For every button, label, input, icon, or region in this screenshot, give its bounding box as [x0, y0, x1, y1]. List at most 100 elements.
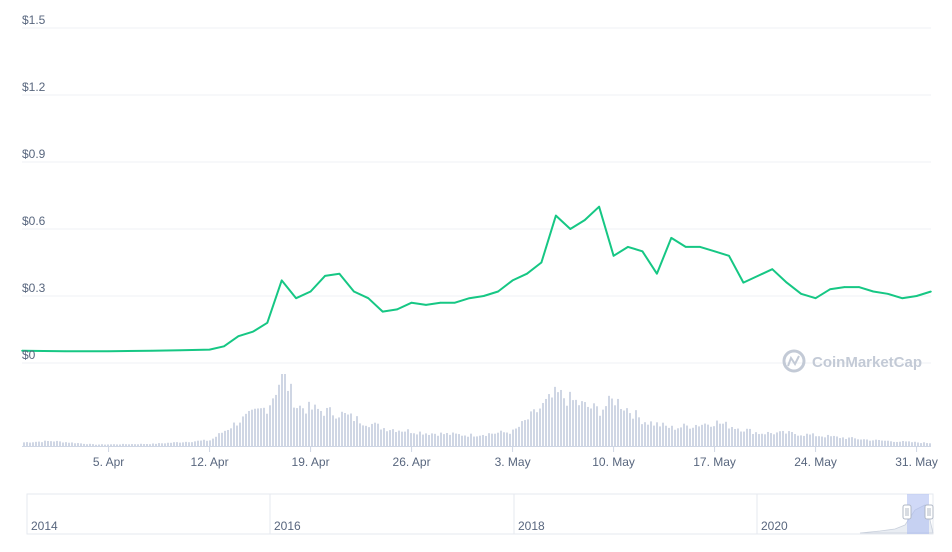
navigator-right-handle[interactable] — [924, 504, 934, 520]
volume-bar — [296, 408, 298, 446]
volume-bar — [71, 442, 73, 446]
volume-bar — [665, 425, 667, 446]
x-tick-label: 19. Apr — [292, 455, 330, 469]
navigator-label: 2020 — [761, 519, 788, 533]
navigator-left-handle[interactable] — [902, 504, 912, 520]
volume-bar — [305, 413, 307, 446]
volume-bar — [740, 431, 742, 446]
volume-bar — [782, 430, 784, 446]
volume-bar — [83, 443, 85, 446]
volume-bar — [221, 432, 223, 446]
volume-bar — [890, 441, 892, 446]
navigator-track[interactable] — [26, 493, 934, 535]
price-point — [266, 322, 269, 324]
price-point — [886, 292, 889, 295]
volume-bar — [806, 433, 808, 446]
volume-bar — [335, 418, 337, 446]
volume-bar — [719, 423, 721, 446]
volume-bar — [449, 434, 451, 446]
volume-bar — [269, 405, 271, 446]
volume-bar — [872, 440, 874, 446]
volume-bar — [362, 425, 364, 446]
volume-bar — [734, 428, 736, 446]
volume-bar — [818, 436, 820, 446]
volume-bar — [389, 430, 391, 446]
volume-bar — [152, 443, 154, 446]
price-point — [439, 301, 442, 304]
volume-bar — [278, 384, 280, 446]
volume-bar — [407, 429, 409, 446]
volume-bar — [791, 432, 793, 446]
watermark: CoinMarketCap — [782, 349, 922, 373]
volume-bar — [683, 423, 685, 446]
price-point — [208, 348, 211, 351]
volume-bar — [656, 422, 658, 446]
price-point — [223, 345, 225, 348]
volume-bar — [245, 413, 247, 446]
volume-bar — [233, 422, 235, 446]
price-point — [252, 330, 254, 333]
volume-bar — [353, 421, 355, 446]
volume-bar — [926, 443, 928, 446]
volume-bar — [836, 436, 838, 446]
volume-bar — [695, 424, 697, 446]
volume-bar — [749, 428, 751, 446]
volume-bar — [647, 424, 649, 446]
price-point — [901, 297, 903, 300]
volume-bar — [563, 398, 565, 446]
navigator-label: 2018 — [518, 519, 545, 533]
volume-bar — [878, 439, 880, 446]
volume-bar — [764, 434, 766, 446]
volume-bar — [617, 398, 619, 446]
y-tick-label: $0.6 — [22, 214, 46, 228]
volume-bar — [368, 427, 370, 446]
volume-bar — [767, 431, 769, 446]
price-point — [540, 261, 543, 264]
volume-bar — [206, 440, 208, 446]
price-point — [627, 246, 629, 248]
volume-bar — [437, 435, 439, 446]
price-point — [814, 297, 817, 300]
volume-bar — [692, 427, 694, 446]
navigator-label: 2016 — [274, 519, 301, 533]
volume-bar — [833, 435, 835, 446]
volume-bar — [824, 437, 826, 446]
volume-bar — [110, 444, 112, 446]
volume-bar — [422, 434, 424, 446]
volume-bar — [464, 435, 466, 446]
volume-bar — [659, 426, 661, 446]
navigator-selection[interactable] — [907, 494, 929, 534]
x-tick-label: 26. Apr — [393, 455, 431, 469]
volume-bar — [32, 442, 34, 446]
volume-bar — [905, 441, 907, 446]
volume-bar — [410, 433, 412, 446]
price-point — [555, 214, 557, 217]
volume-bar — [497, 432, 499, 446]
volume-bar — [917, 442, 919, 446]
volume-bar — [239, 422, 241, 446]
volume-bar — [377, 423, 379, 446]
price-point — [107, 350, 110, 352]
volume-bar — [53, 441, 55, 446]
volume-bar — [320, 410, 322, 446]
watermark-text: CoinMarketCap — [812, 354, 922, 371]
volume-bar — [470, 433, 472, 446]
volume-bar — [386, 431, 388, 446]
price-point — [454, 301, 456, 304]
volume-bar — [47, 440, 49, 446]
volume-bar — [23, 442, 25, 446]
volume-bar — [800, 435, 802, 446]
volume-bar — [593, 403, 595, 446]
volume-bar — [911, 442, 913, 446]
volume-bar — [635, 410, 637, 446]
volume-bar — [197, 440, 199, 446]
volume-bar — [845, 438, 847, 446]
volume-bar — [548, 394, 550, 446]
volume-bar — [674, 429, 676, 446]
volume-bar — [80, 443, 82, 446]
volume-bar — [827, 434, 829, 446]
range-navigator[interactable]: 2014 2016 2018 2020 — [26, 493, 934, 535]
volume-bar — [89, 443, 91, 446]
x-tick-label: 24. May — [794, 455, 837, 469]
volume-bar — [641, 424, 643, 446]
